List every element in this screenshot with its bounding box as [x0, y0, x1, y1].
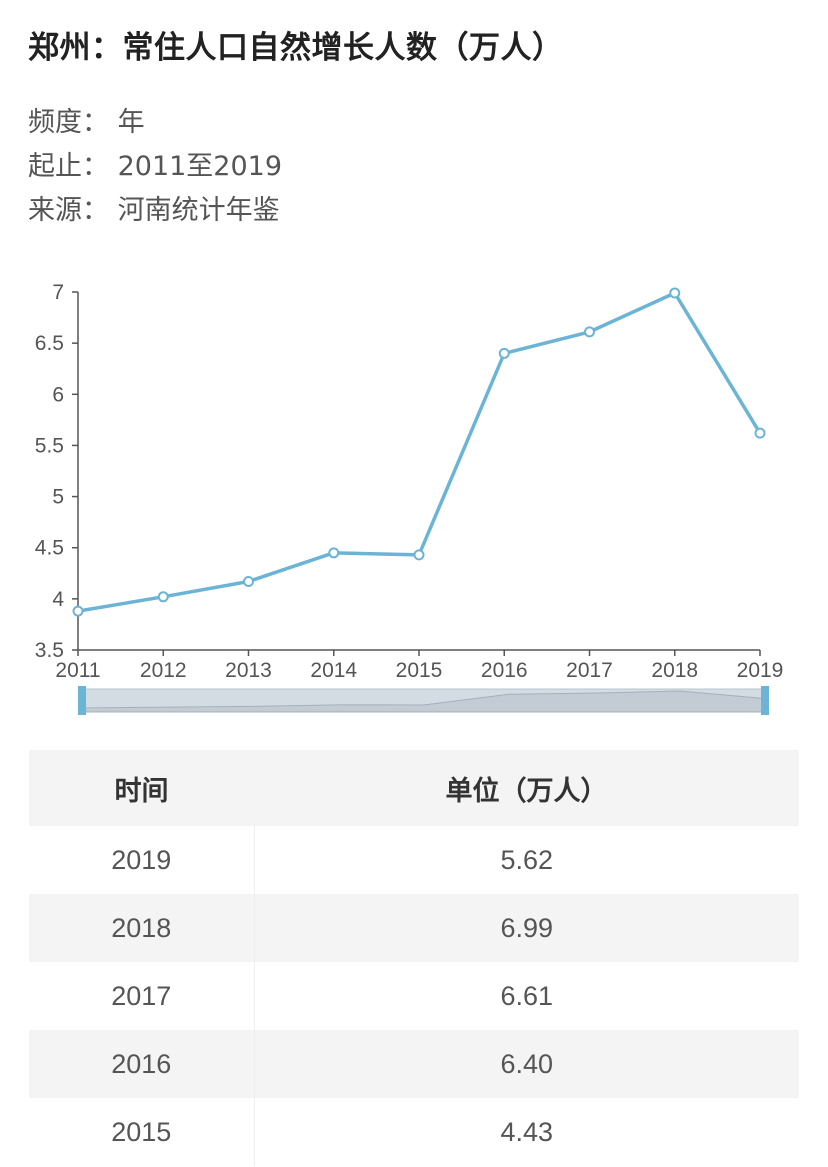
data-point	[498, 347, 510, 359]
table-row: 2016 6.40	[29, 1030, 799, 1098]
cell-year: 2019	[29, 826, 255, 894]
y-tick-label: 5.5	[35, 434, 64, 457]
cell-value: 6.99	[254, 894, 799, 962]
data-point	[328, 547, 340, 559]
data-point	[584, 326, 595, 338]
x-tick-label: 2015	[396, 659, 443, 682]
x-tick-label: 2012	[140, 659, 187, 682]
cell-value: 5.62	[254, 826, 799, 894]
table-row: 2015 4.43	[29, 1098, 799, 1166]
x-tick-label: 2018	[651, 659, 698, 682]
data-point	[243, 575, 254, 587]
cell-year: 2016	[29, 1030, 255, 1098]
y-tick-label: 3.5	[35, 639, 64, 662]
line-chart: 3.5 4 4.5 5 5.5 6 6.5 7 2011 2012 2013 2014 2015 2016…	[35, 281, 784, 715]
frequency-label: 频度： 年	[28, 107, 145, 138]
cell-value: 6.61	[254, 962, 799, 1030]
data-point	[669, 287, 681, 299]
x-tick-label: 2019	[737, 659, 784, 682]
y-tick-label: 6.5	[35, 332, 64, 355]
y-tick-label: 4	[52, 588, 64, 611]
table-header-row: 时间 单位（万人）	[29, 750, 799, 826]
cell-value: 4.43	[254, 1098, 799, 1166]
zoom-handle-left[interactable]	[78, 686, 86, 715]
table-row: 2017 6.61	[29, 962, 799, 1030]
data-point	[413, 549, 425, 561]
x-tick-label: 2014	[310, 659, 357, 682]
cell-year: 2017	[29, 962, 255, 1030]
x-tick-label: 2017	[566, 659, 613, 682]
cell-value: 6.40	[254, 1030, 799, 1098]
zoom-handle-right[interactable]	[761, 686, 769, 715]
data-table: 时间 单位（万人） 2019 5.62 2018 6.99 2017 6.61 …	[29, 750, 799, 1166]
table-row: 2019 5.62	[29, 826, 799, 894]
cell-year: 2018	[29, 894, 255, 962]
chart-title: 郑州：常住人口自然增长人数（万人）	[28, 30, 564, 66]
data-point	[754, 427, 766, 439]
series-line	[77, 291, 762, 613]
x-tick-label: 2011	[55, 659, 100, 682]
data-point	[157, 591, 169, 603]
y-tick-label: 6	[52, 383, 64, 406]
date-range-label: 起止： 2011至2019	[28, 151, 283, 182]
source-label: 来源： 河南统计年鉴	[28, 195, 280, 226]
x-tick-label: 2016	[481, 659, 528, 682]
y-tick-label: 7	[52, 281, 64, 304]
y-tick-label: 5	[52, 486, 64, 509]
header-time: 时间	[29, 750, 254, 826]
table-row: 2018 6.99	[29, 894, 799, 962]
header-unit: 单位（万人）	[254, 750, 799, 826]
cell-year: 2015	[29, 1098, 255, 1166]
x-tick-label: 2013	[225, 659, 272, 682]
y-tick-label: 4.5	[35, 537, 64, 560]
data-point	[72, 605, 84, 617]
